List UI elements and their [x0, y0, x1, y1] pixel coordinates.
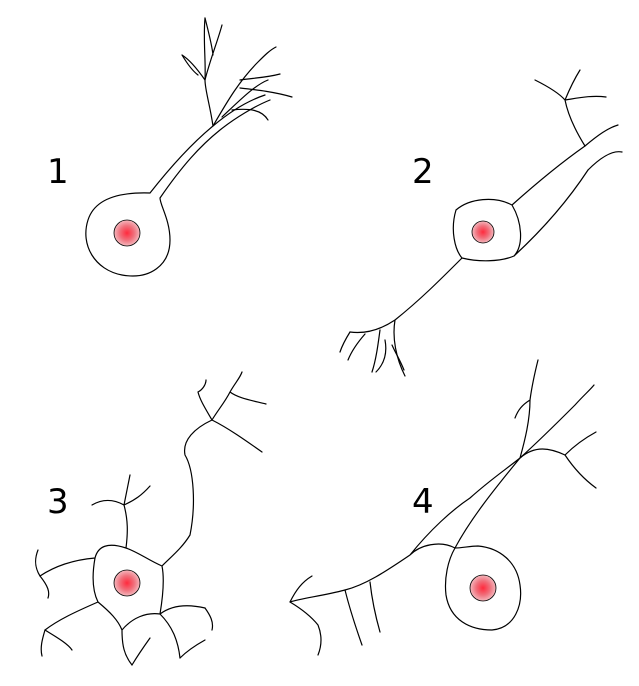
neuron-4-pseudounipolar: 4: [289, 359, 597, 656]
neuron-1-soma: [85, 17, 271, 277]
neuron-4-nucleus: [469, 574, 497, 602]
neuron-1-label: 1: [47, 152, 69, 192]
neuron-3-multipolar: 3: [34, 371, 267, 666]
neuron-3-soma: [39, 419, 213, 666]
neuron-1-dendrites: [181, 17, 293, 127]
neuron-2-soma: [349, 145, 589, 377]
neuron-1-nucleus: [113, 219, 141, 247]
neuron-2-label: 2: [412, 152, 434, 192]
neuron-3-dendrites: [34, 371, 267, 666]
neuron-4-soma: [289, 448, 566, 631]
neuron-3-label: 3: [47, 482, 69, 522]
neuron-2-bipolar: 2: [339, 69, 623, 377]
neuron-2-nucleus: [471, 220, 495, 244]
neuron-1-unipolar: 1: [47, 17, 293, 277]
neuron-4-dendrites: [289, 359, 597, 656]
neuron-2-dendrites: [339, 69, 623, 373]
neuron-4-label: 4: [412, 482, 434, 522]
neuron-3-nucleus: [113, 569, 141, 597]
